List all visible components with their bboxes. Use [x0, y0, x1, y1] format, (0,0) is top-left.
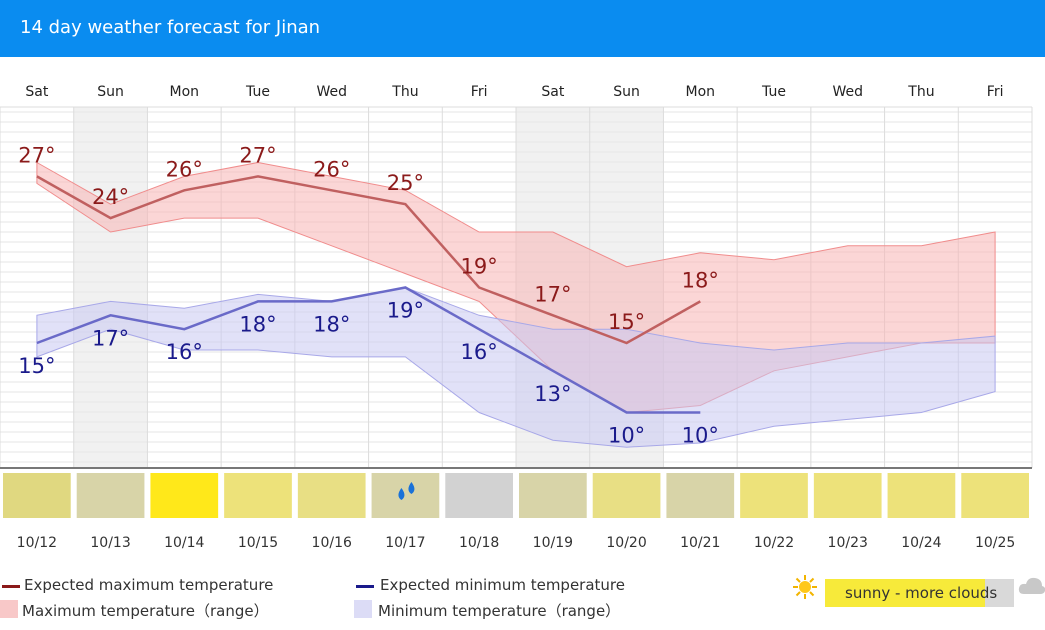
day-label: Sat: [25, 84, 48, 100]
min-temp-label: 10°: [608, 423, 645, 447]
weather-box: [887, 473, 956, 518]
date-label: 10/16: [312, 535, 352, 551]
day-label: Mon: [170, 84, 200, 100]
date-label: 10/13: [90, 535, 130, 551]
day-label: Thu: [907, 84, 934, 100]
legend-min-line-swatch: [356, 585, 374, 588]
weather-box: [3, 473, 71, 518]
max-temp-label: 17°: [534, 282, 571, 306]
max-temp-label: 27°: [239, 143, 276, 167]
weather-box: [519, 473, 587, 518]
min-temp-label: 18°: [239, 312, 276, 336]
cloud-icon: [1018, 577, 1045, 594]
weather-box: [666, 473, 735, 518]
date-label: 10/15: [238, 535, 278, 551]
min-temp-label: 13°: [534, 382, 571, 406]
day-label: Tue: [245, 84, 270, 100]
day-label: Sun: [613, 84, 640, 100]
max-temp-label: 15°: [608, 310, 645, 334]
date-label: 10/14: [164, 535, 204, 551]
legend-max-line-label: Expected maximum temperature: [24, 576, 274, 594]
min-temp-label: 18°: [313, 312, 350, 336]
legend-max-line-swatch: [2, 585, 20, 588]
weather-box: [592, 473, 661, 518]
weather-box: [76, 473, 145, 518]
date-label: 10/17: [385, 535, 425, 551]
date-label: 10/18: [459, 535, 499, 551]
day-label: Sun: [97, 84, 124, 100]
page-title: 14 day weather forecast for Jinan: [20, 17, 321, 38]
date-label: 10/25: [975, 535, 1015, 551]
legend-max-range-label: Maximum temperature（range）: [22, 602, 269, 620]
date-label: 10/20: [606, 535, 646, 551]
date-label: 10/19: [533, 535, 573, 551]
day-label: Sat: [541, 84, 564, 100]
min-temperature-line: [36, 286, 701, 414]
max-temp-label: 24°: [92, 185, 129, 209]
max-temp-label: 26°: [313, 157, 350, 181]
weather-box: [224, 473, 292, 518]
day-label: Wed: [316, 84, 347, 100]
weather-box: [297, 473, 366, 518]
day-label: Mon: [686, 84, 716, 100]
max-temp-label: 26°: [166, 157, 203, 181]
min-temp-label: 10°: [682, 423, 719, 447]
max-temp-label: 18°: [682, 268, 719, 292]
max-temp-label: 25°: [387, 171, 424, 195]
date-label: 10/12: [17, 535, 57, 551]
weather-box: [371, 473, 440, 518]
max-temp-label: 19°: [461, 255, 498, 279]
weekend-shade: [73, 107, 148, 468]
header-bar: 14 day weather forecast for Jinan: [0, 0, 1045, 57]
day-label: Wed: [832, 84, 863, 100]
date-label: 10/22: [754, 535, 794, 551]
min-temp-label: 19°: [387, 299, 424, 323]
weather-box: [150, 473, 219, 518]
date-label: 10/24: [901, 535, 941, 551]
day-label: Fri: [471, 84, 488, 100]
weather-box: [740, 473, 808, 518]
weather-key: [825, 579, 1014, 607]
legend-min-range-swatch: [354, 600, 372, 618]
weather-box: [445, 473, 513, 518]
day-label: Fri: [987, 84, 1004, 100]
weather-box: [813, 473, 882, 518]
date-label: 10/23: [828, 535, 868, 551]
rain-drops-icon: [408, 482, 415, 494]
max-temp-label: 27°: [18, 143, 55, 167]
min-temp-label: 15°: [18, 354, 55, 378]
weather-box: [961, 473, 1029, 518]
max-temperature-line: [36, 175, 701, 345]
sun-icon: [793, 575, 817, 599]
legend-max-range-swatch: [0, 600, 18, 618]
min-temp-label: 16°: [166, 340, 203, 364]
legend-min-range-label: Minimum temperature（range）: [378, 602, 621, 620]
min-temp-label: 16°: [461, 340, 498, 364]
rain-drops-icon: [398, 488, 405, 500]
legend-min-line-label: Expected minimum temperature: [380, 576, 625, 594]
day-label: Thu: [391, 84, 418, 100]
day-label: Tue: [761, 84, 786, 100]
date-label: 10/21: [680, 535, 720, 551]
weather-key-swatch: [825, 579, 985, 607]
min-temp-label: 17°: [92, 326, 129, 350]
weather-key-label: sunny - more clouds: [845, 584, 998, 602]
